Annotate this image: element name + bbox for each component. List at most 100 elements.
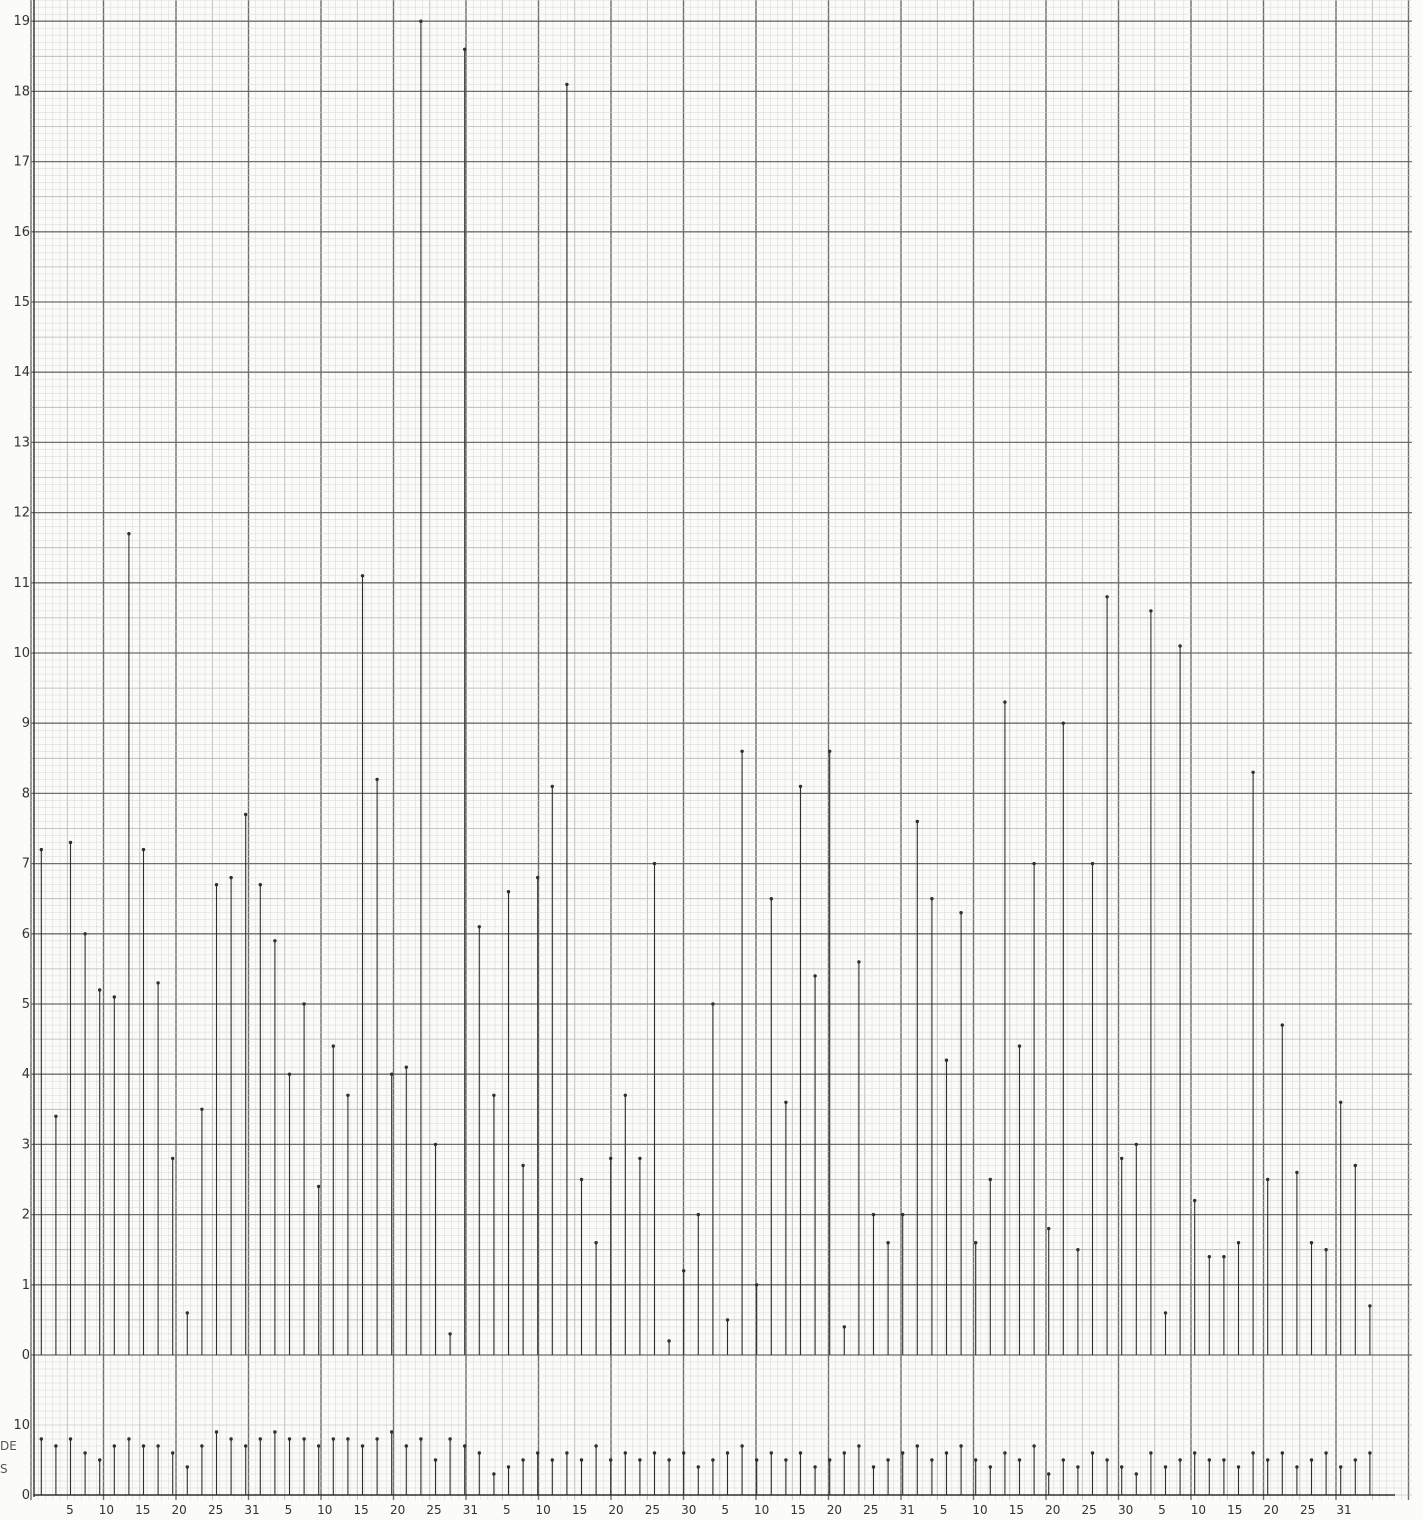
upper-y-tick-label: 3 bbox=[22, 1137, 30, 1152]
upper-chart-point bbox=[375, 777, 379, 782]
upper-y-tick-label: 7 bbox=[22, 857, 30, 872]
lower-chart-point bbox=[317, 1444, 321, 1448]
lower-chart-point bbox=[1017, 1458, 1022, 1462]
upper-chart-point bbox=[1149, 609, 1153, 613]
x-tick-label: 25 bbox=[645, 1503, 660, 1517]
x-tick-label: 25 bbox=[863, 1503, 878, 1517]
lower-chart-point bbox=[1368, 1451, 1372, 1455]
upper-y-tick-label: 8 bbox=[22, 786, 30, 801]
upper-chart-point bbox=[1105, 595, 1109, 599]
upper-chart-point bbox=[1178, 644, 1182, 648]
upper-chart-point bbox=[185, 1311, 189, 1315]
x-tick-label: 10 bbox=[754, 1503, 769, 1517]
x-tick-label: 31 bbox=[463, 1503, 478, 1517]
x-tick-label: 20 bbox=[1264, 1503, 1279, 1517]
left-stub-text-1: DE bbox=[0, 1439, 17, 1453]
upper-chart-point bbox=[419, 19, 423, 23]
lower-chart-point bbox=[813, 1465, 817, 1469]
upper-chart-point bbox=[886, 1241, 890, 1245]
lower-chart-point bbox=[54, 1444, 58, 1448]
lower-chart-point bbox=[755, 1458, 759, 1462]
upper-chart-point bbox=[287, 1072, 292, 1076]
upper-chart-point bbox=[404, 1065, 408, 1069]
x-tick-label: 5 bbox=[1158, 1503, 1166, 1517]
lower-chart-point bbox=[200, 1444, 204, 1448]
lower-chart-point bbox=[214, 1430, 219, 1434]
lower-chart-point bbox=[258, 1437, 262, 1441]
upper-chart-point bbox=[331, 1044, 335, 1048]
x-tick-label: 20 bbox=[1045, 1503, 1060, 1517]
upper-chart-point bbox=[244, 812, 248, 817]
lower-chart-point bbox=[375, 1437, 379, 1441]
lower-chart-point bbox=[1047, 1472, 1051, 1476]
x-tick-label: 20 bbox=[172, 1503, 187, 1517]
upper-chart-point bbox=[725, 1318, 730, 1322]
upper-chart-point bbox=[944, 1058, 949, 1062]
x-tick-label: 31 bbox=[900, 1503, 915, 1517]
upper-chart-point bbox=[39, 847, 43, 852]
lower-chart-point bbox=[886, 1458, 890, 1462]
upper-y-tick-label: 2 bbox=[22, 1208, 30, 1223]
upper-chart-point bbox=[871, 1212, 876, 1217]
lower-chart-point bbox=[1105, 1458, 1109, 1462]
x-tick-label: 15 bbox=[572, 1503, 587, 1517]
upper-chart-point bbox=[98, 988, 102, 992]
lower-chart-point bbox=[419, 1437, 423, 1441]
x-tick-label: 10 bbox=[972, 1503, 987, 1517]
upper-y-tick-label: 11 bbox=[13, 576, 30, 591]
lower-y-tick-labels: 0 10 bbox=[13, 1418, 30, 1503]
lower-chart-point bbox=[1178, 1458, 1182, 1462]
lower-chart-point bbox=[1076, 1465, 1080, 1469]
lower-chart-point bbox=[930, 1458, 934, 1462]
upper-chart-point bbox=[930, 897, 934, 901]
upper-chart-point bbox=[1017, 1044, 1022, 1048]
upper-chart-point bbox=[433, 1142, 438, 1147]
upper-chart-point bbox=[1193, 1198, 1197, 1203]
lower-chart-point bbox=[1061, 1458, 1066, 1462]
upper-y-tick-label: 4 bbox=[22, 1067, 30, 1082]
upper-chart-point bbox=[302, 1002, 306, 1006]
upper-chart-point bbox=[1120, 1156, 1124, 1161]
upper-chart-point bbox=[594, 1241, 598, 1245]
lower-chart-point bbox=[506, 1465, 511, 1469]
lower-chart-point bbox=[477, 1451, 481, 1455]
lower-chart-point bbox=[1251, 1451, 1255, 1455]
lower-chart-point bbox=[1309, 1458, 1314, 1462]
upper-chart-point bbox=[171, 1156, 175, 1161]
upper-chart-point bbox=[638, 1156, 642, 1161]
upper-chart-point bbox=[1309, 1241, 1314, 1245]
upper-chart-point bbox=[1090, 861, 1095, 866]
lower-chart-point bbox=[1003, 1451, 1007, 1455]
lower-chart-point bbox=[1236, 1465, 1241, 1469]
lower-chart-point bbox=[594, 1444, 598, 1448]
upper-chart-point bbox=[273, 939, 277, 943]
upper-chart-point bbox=[200, 1107, 204, 1112]
upper-chart-point bbox=[565, 82, 569, 87]
upper-chart-point bbox=[463, 47, 467, 51]
upper-chart-point bbox=[1324, 1248, 1328, 1252]
lower-chart-point bbox=[492, 1472, 496, 1476]
upper-chart-point bbox=[54, 1114, 58, 1119]
upper-y-tick-label: 18 bbox=[13, 84, 30, 99]
upper-chart-point bbox=[1280, 1023, 1285, 1027]
upper-chart-point bbox=[959, 911, 963, 915]
upper-chart-point bbox=[506, 890, 511, 894]
upper-y-tick-label: 9 bbox=[22, 716, 30, 731]
grid bbox=[30, 0, 1412, 1500]
upper-chart-point bbox=[229, 875, 233, 880]
lower-chart-point bbox=[141, 1444, 146, 1448]
lower-chart-point bbox=[769, 1451, 773, 1455]
upper-chart-point bbox=[784, 1100, 788, 1105]
lower-chart-point bbox=[463, 1444, 467, 1448]
lower-chart-point bbox=[287, 1437, 292, 1441]
lower-chart-point bbox=[98, 1458, 102, 1462]
lower-chart-point bbox=[346, 1437, 350, 1441]
lower-chart-point bbox=[536, 1451, 540, 1455]
lower-chart-point bbox=[404, 1444, 408, 1448]
upper-chart-point bbox=[769, 897, 773, 901]
lower-chart-point bbox=[273, 1430, 277, 1434]
upper-chart-point bbox=[813, 974, 817, 978]
lower-chart-point bbox=[229, 1437, 233, 1441]
lower-chart-point bbox=[448, 1437, 452, 1441]
upper-chart-point bbox=[740, 749, 744, 753]
